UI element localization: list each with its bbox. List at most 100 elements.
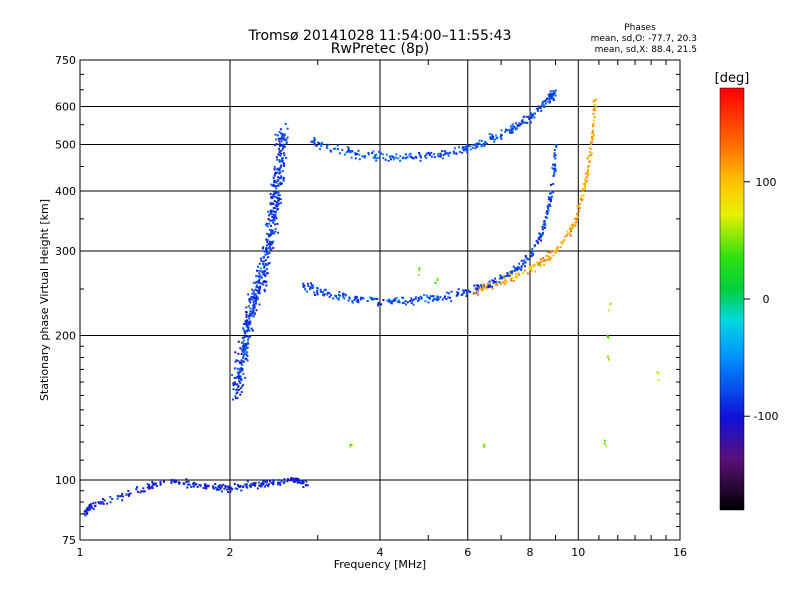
data-point	[322, 294, 325, 297]
data-point	[539, 264, 542, 267]
data-point	[275, 192, 278, 195]
data-point	[271, 219, 274, 222]
data-point	[259, 282, 262, 285]
data-point	[508, 274, 511, 277]
data-point	[273, 168, 276, 171]
data-point	[449, 151, 452, 154]
data-point	[280, 480, 283, 483]
data-point	[584, 172, 587, 175]
data-point	[254, 293, 257, 296]
data-point	[177, 481, 180, 484]
data-point	[531, 265, 534, 268]
data-point	[98, 502, 101, 505]
data-point	[316, 286, 319, 289]
data-point	[535, 261, 538, 264]
data-point	[415, 156, 418, 159]
data-point	[241, 385, 244, 388]
data-point	[244, 331, 247, 334]
data-point	[276, 179, 279, 182]
x-tick-label: 4	[377, 546, 384, 559]
data-point	[483, 443, 486, 446]
data-point	[148, 484, 151, 487]
data-point	[258, 272, 261, 275]
data-point	[552, 93, 555, 96]
data-point	[590, 152, 593, 155]
data-point	[408, 153, 411, 156]
data-point	[491, 287, 494, 290]
data-point	[342, 296, 345, 299]
data-point	[530, 254, 533, 257]
data-point	[323, 293, 326, 296]
data-point	[512, 125, 515, 128]
data-point	[294, 477, 297, 480]
data-point	[528, 267, 531, 270]
data-point	[442, 157, 445, 160]
data-point	[527, 115, 530, 118]
data-point	[269, 242, 272, 245]
x-tick-label: 2	[227, 546, 234, 559]
data-point	[488, 283, 491, 286]
data-point	[120, 494, 123, 497]
data-point	[240, 359, 243, 362]
data-point	[547, 257, 550, 260]
data-point	[266, 240, 269, 243]
data-point	[517, 266, 520, 269]
data-point	[255, 295, 258, 298]
data-point	[245, 358, 248, 361]
data-point	[589, 142, 592, 145]
data-point	[302, 480, 305, 483]
data-point	[272, 240, 275, 243]
data-point	[217, 485, 220, 488]
data-point	[254, 482, 257, 485]
data-point	[256, 487, 259, 490]
data-point	[395, 297, 398, 300]
data-point	[423, 294, 426, 297]
data-point	[543, 259, 546, 262]
data-point	[273, 200, 276, 203]
data-point	[349, 443, 352, 446]
data-point	[504, 130, 507, 133]
data-point	[249, 335, 252, 338]
data-point	[267, 262, 270, 265]
data-point	[273, 172, 276, 175]
data-point	[263, 266, 266, 269]
data-point	[299, 482, 302, 485]
data-point	[585, 176, 588, 179]
data-point	[542, 100, 545, 103]
data-point	[431, 295, 434, 298]
data-point	[273, 213, 276, 216]
data-point	[537, 263, 540, 266]
data-point	[338, 291, 341, 294]
data-point	[530, 269, 533, 272]
data-point	[593, 107, 596, 110]
data-point	[579, 198, 582, 201]
data-point	[603, 442, 606, 445]
data-point	[274, 213, 277, 216]
data-point	[280, 176, 283, 179]
data-point	[512, 265, 515, 268]
data-point	[366, 300, 369, 303]
data-point	[290, 477, 293, 480]
data-point	[280, 175, 283, 178]
data-point	[335, 296, 338, 299]
grid-lines	[80, 60, 680, 540]
data-point	[388, 300, 391, 303]
data-point	[277, 478, 280, 481]
data-point	[278, 142, 281, 145]
data-point	[281, 148, 284, 151]
data-point	[223, 487, 226, 490]
data-point	[293, 480, 296, 483]
data-point	[262, 260, 265, 263]
data-point	[580, 199, 583, 202]
data-point	[574, 221, 577, 224]
data-point	[554, 94, 557, 97]
data-point	[264, 262, 267, 265]
data-point	[518, 124, 521, 127]
data-point	[356, 153, 359, 156]
data-point	[505, 281, 508, 284]
data-point	[257, 286, 260, 289]
data-point	[393, 299, 396, 302]
data-point	[151, 487, 154, 490]
data-point	[274, 144, 277, 147]
data-point	[524, 256, 527, 259]
